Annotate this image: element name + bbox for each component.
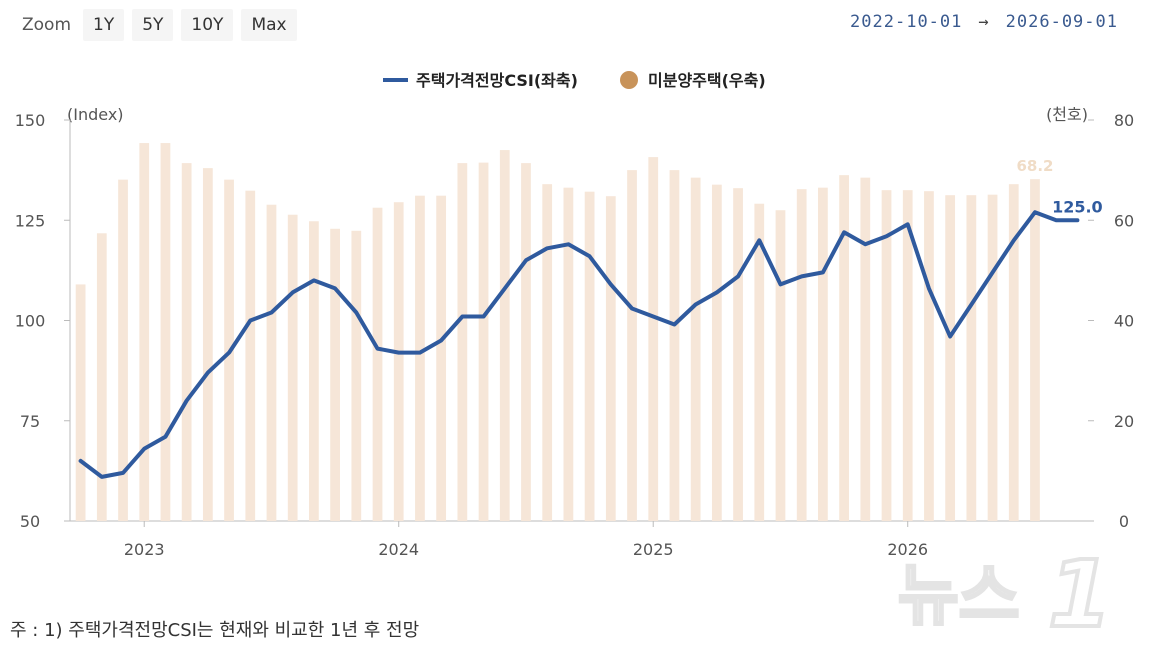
bar[interactable] — [754, 203, 765, 522]
bar[interactable] — [584, 191, 595, 521]
bar[interactable] — [648, 157, 659, 521]
bar[interactable] — [542, 184, 553, 521]
range-arrow-icon: → — [978, 12, 990, 32]
bar[interactable] — [669, 170, 680, 521]
x-tick-label: 2024 — [378, 540, 419, 559]
last-bar-value-label: 68.2 — [1016, 157, 1053, 175]
zoom-10y-button[interactable]: 10Y — [181, 9, 234, 41]
bar[interactable] — [118, 179, 128, 521]
right-tick-label: 20 — [1114, 412, 1134, 431]
legend-bar-label[interactable]: 미분양주택(우축) — [648, 71, 766, 90]
left-axis-title: (Index) — [67, 105, 124, 124]
bar[interactable] — [309, 221, 319, 521]
bar[interactable] — [1008, 184, 1019, 521]
footnote: 주 : 1) 주택가격전망CSI는 현재와 비교한 1년 후 전망 — [10, 620, 420, 641]
zoom-5y-button[interactable]: 5Y — [132, 9, 174, 41]
bar[interactable] — [415, 195, 425, 521]
bar[interactable] — [627, 170, 637, 521]
left-tick-label: 75 — [20, 412, 40, 431]
zoom-label: Zoom — [22, 15, 72, 35]
last-line-value-label: 125.0 — [1052, 197, 1103, 216]
bar[interactable] — [860, 177, 871, 522]
bar[interactable] — [457, 163, 468, 522]
bar[interactable] — [181, 163, 192, 522]
bar[interactable] — [202, 168, 213, 521]
zoom-max-button[interactable]: Max — [241, 9, 297, 41]
bar[interactable] — [393, 202, 404, 521]
left-tick-label: 125 — [15, 211, 46, 230]
bar-series — [75, 143, 1040, 522]
bar[interactable] — [245, 190, 256, 521]
bar[interactable] — [139, 143, 150, 521]
right-tick-label: 40 — [1114, 312, 1134, 331]
grid — [69, 120, 1088, 522]
bar[interactable] — [499, 150, 510, 521]
right-tick-label: 60 — [1114, 211, 1134, 230]
news1-logo-watermark: 뉴스 1 — [898, 540, 1114, 640]
bar[interactable] — [966, 195, 977, 521]
bar[interactable] — [563, 187, 574, 521]
x-tick-label: 2023 — [124, 540, 165, 559]
legend-line-label[interactable]: 주택가격전망CSI(좌축) — [416, 71, 578, 90]
bar[interactable] — [987, 194, 998, 521]
x-tick-label: 2026 — [887, 540, 928, 559]
svg-text:1: 1 — [1048, 541, 1112, 640]
bar[interactable] — [96, 233, 107, 521]
right-axis-title: (천호) — [1046, 105, 1088, 124]
svg-text:뉴스: 뉴스 — [898, 557, 1019, 634]
zoom-1y-button[interactable]: 1Y — [83, 9, 125, 41]
bar[interactable] — [924, 191, 934, 522]
bar[interactable] — [287, 214, 298, 521]
left-tick-label: 100 — [15, 312, 46, 331]
bar[interactable] — [711, 184, 722, 521]
bar[interactable] — [75, 284, 86, 521]
bar[interactable] — [266, 204, 277, 521]
bar[interactable] — [945, 195, 956, 521]
x-tick-label: 2025 — [633, 540, 674, 559]
x-axis: 2023 2024 2025 2026 — [124, 521, 928, 559]
legend: 주택가격전망CSI(좌축) 미분양주택(우축) — [383, 71, 766, 90]
bar[interactable] — [351, 230, 362, 521]
bar[interactable] — [902, 190, 913, 522]
bar[interactable] — [796, 189, 807, 522]
date-range: 2022-10-01 → 2026-09-01 — [850, 12, 1118, 32]
chart: 주택가격전망CSI(좌축) 미분양주택(우축) (Index) (천호) 150… — [15, 71, 1134, 559]
bar[interactable] — [436, 195, 447, 521]
right-tick-label: 80 — [1114, 111, 1134, 130]
legend-bar-swatch[interactable] — [620, 71, 638, 89]
left-tick-label: 150 — [15, 111, 46, 130]
bar[interactable] — [330, 228, 340, 522]
range-from[interactable]: 2022-10-01 — [850, 12, 963, 32]
bar[interactable] — [818, 187, 828, 521]
bar[interactable] — [881, 190, 892, 522]
bar[interactable] — [521, 163, 531, 522]
right-axis: 80 60 40 20 0 — [1088, 111, 1134, 531]
bar[interactable] — [1030, 179, 1040, 521]
bar[interactable] — [372, 207, 383, 521]
zoom-bar: Zoom 1Y 5Y 10Y Max — [22, 8, 297, 42]
bar[interactable] — [839, 175, 849, 521]
left-tick-label: 50 — [20, 512, 40, 531]
bar[interactable] — [605, 196, 616, 521]
bar[interactable] — [733, 188, 743, 522]
bar[interactable] — [160, 143, 171, 521]
bar[interactable] — [690, 177, 701, 522]
line-series — [78, 210, 1080, 479]
right-tick-label: 0 — [1119, 512, 1129, 531]
bar[interactable] — [478, 162, 489, 521]
range-to[interactable]: 2026-09-01 — [1005, 12, 1118, 32]
left-axis: 150 125 100 75 50 — [15, 111, 70, 531]
bar[interactable] — [775, 210, 786, 521]
